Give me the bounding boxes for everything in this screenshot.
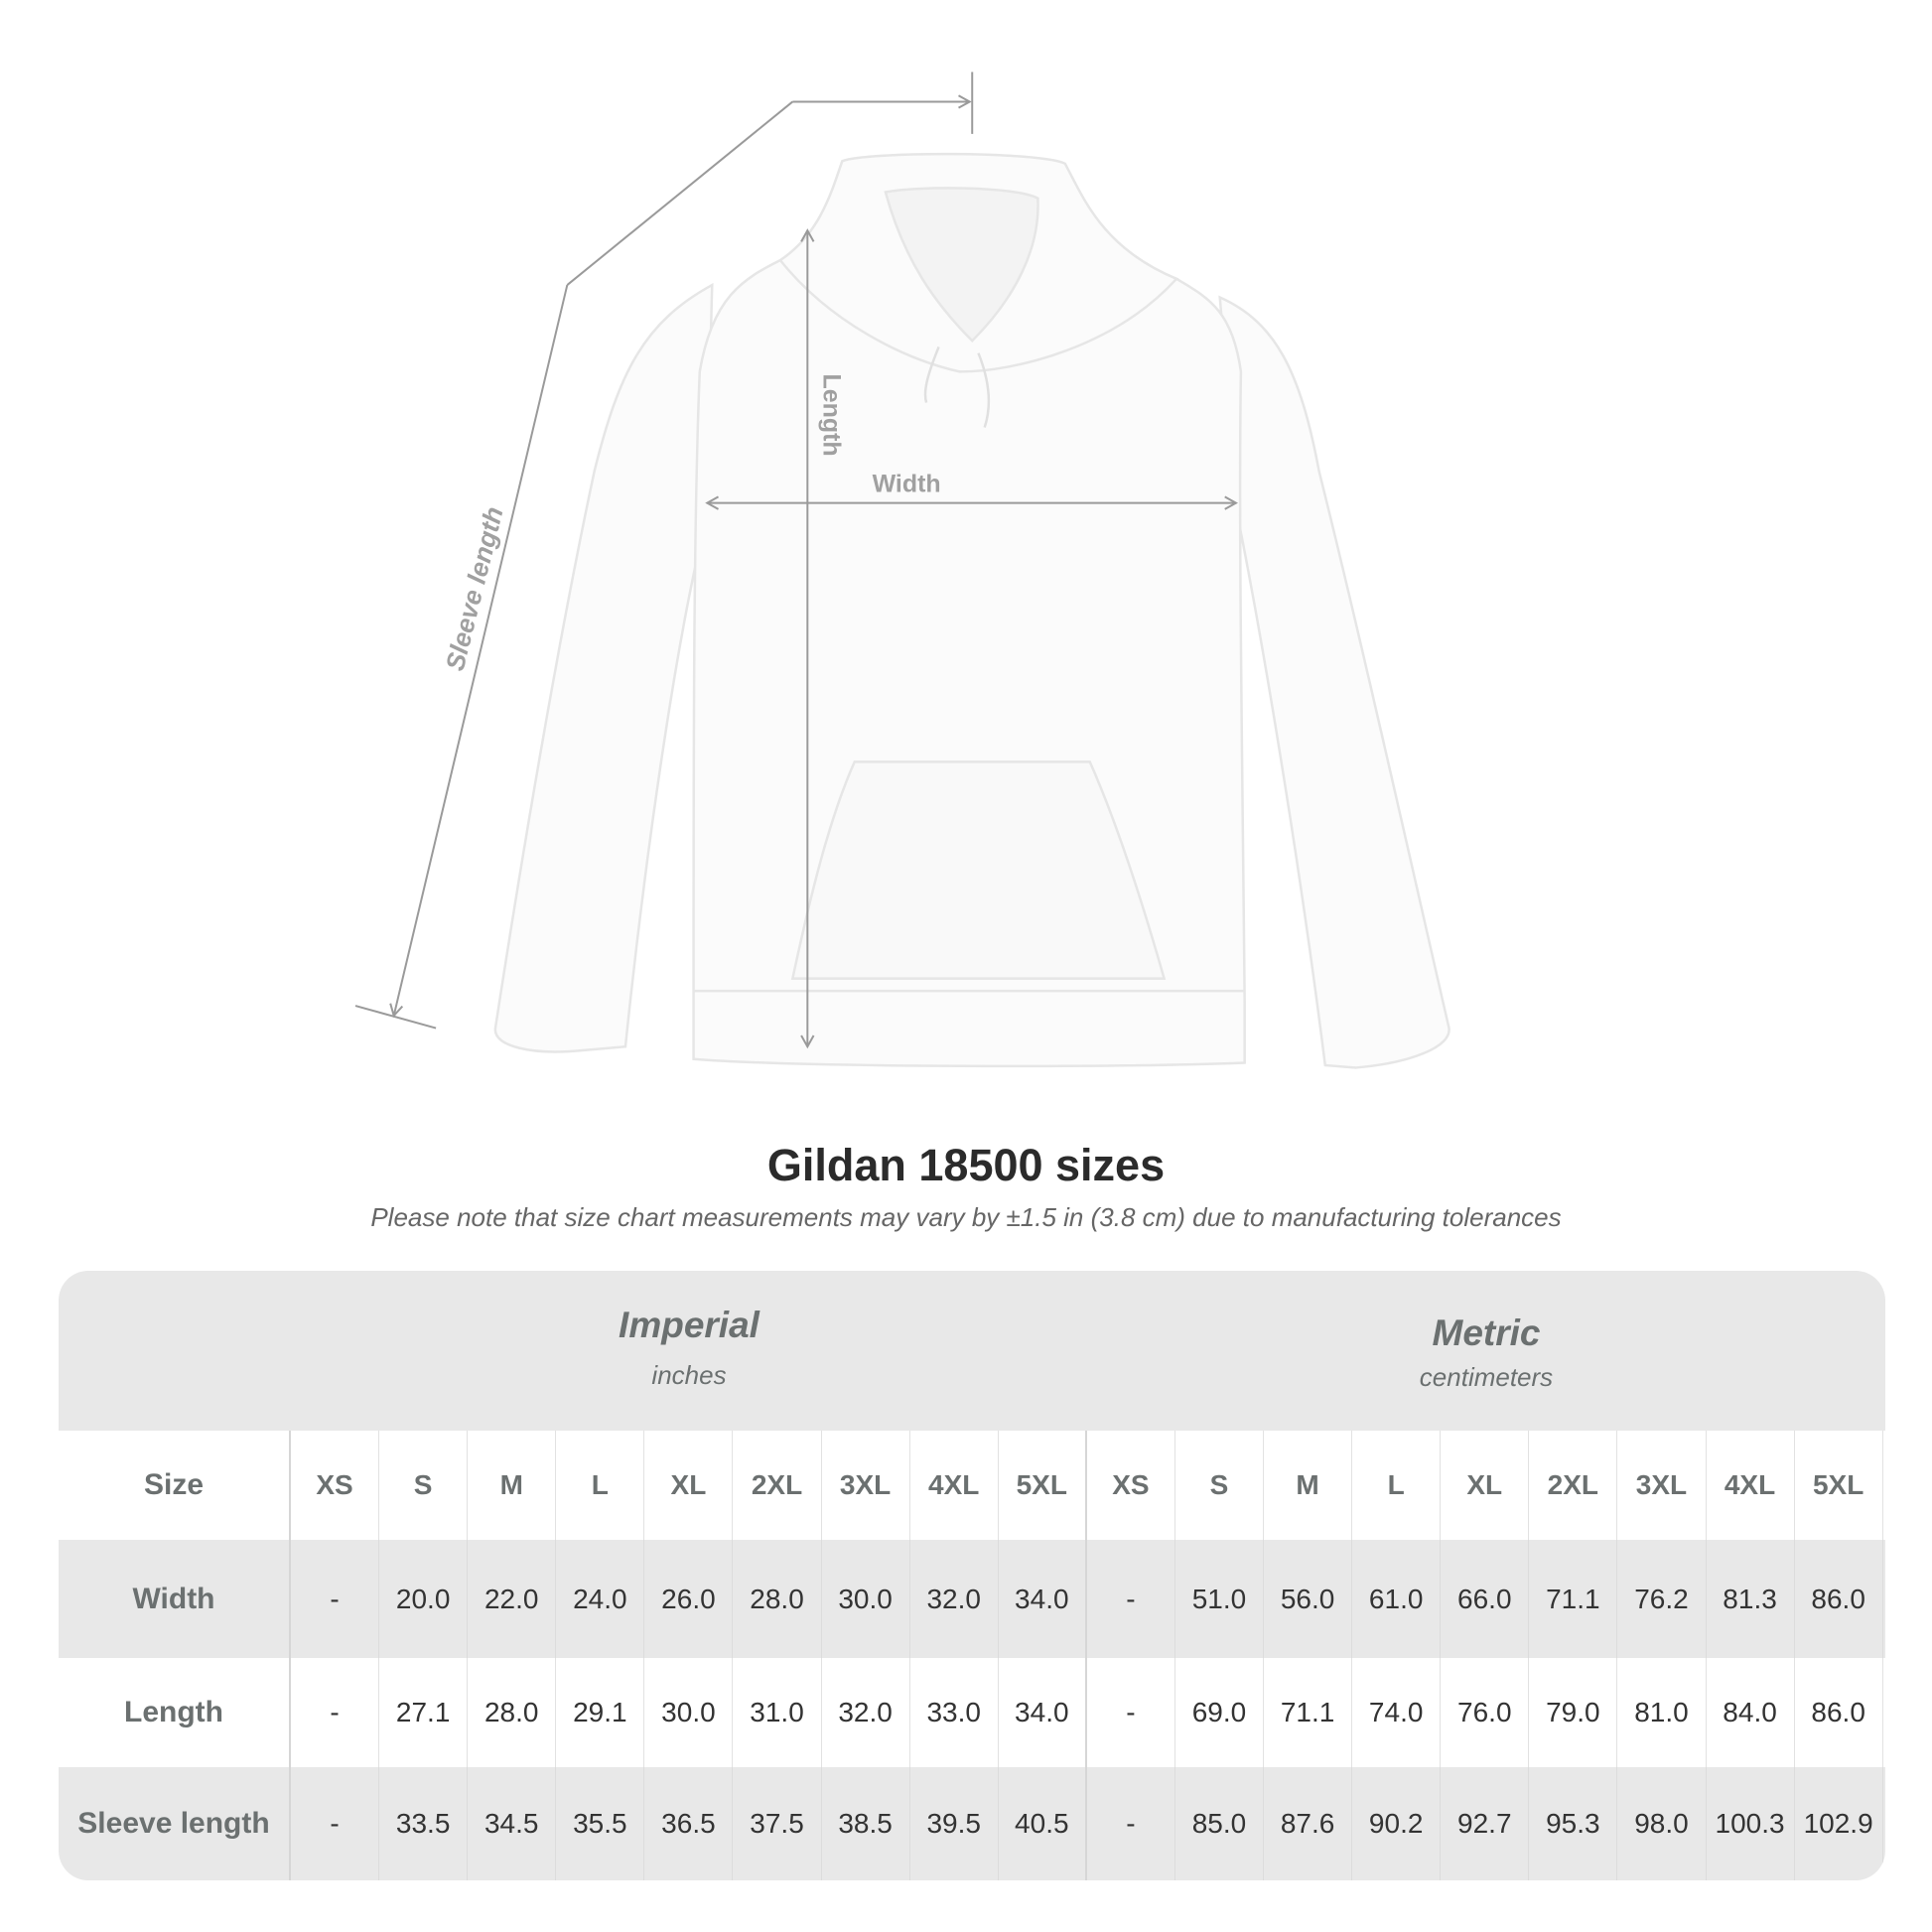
metric-value-cell: 74.0 [1352, 1658, 1442, 1767]
metric-value-cell: 81.3 [1707, 1540, 1795, 1658]
metric-value-cell: 61.0 [1352, 1540, 1442, 1658]
metric-size-4xl: 4XL [1707, 1431, 1795, 1540]
imperial-size-2xl: 2XL [733, 1431, 822, 1540]
row-label: Length [59, 1658, 291, 1767]
imperial-size-l: L [556, 1431, 645, 1540]
metric-size-5xl: 5XL [1795, 1431, 1883, 1540]
page-title: Gildan 18500 sizes [766, 1140, 1166, 1190]
hoodie-image [493, 152, 1450, 1069]
imperial-value-cell: 39.5 [910, 1767, 999, 1880]
metric-unit: centimeters [1419, 1362, 1554, 1392]
metric-value-cell: 51.0 [1175, 1540, 1265, 1658]
metric-value-cell: 87.6 [1264, 1767, 1353, 1880]
imperial-value-cell: 33.5 [379, 1767, 469, 1880]
imperial-size-4xl: 4XL [910, 1431, 999, 1540]
imperial-value-cell: 27.1 [379, 1658, 469, 1767]
metric-value-cell: 71.1 [1264, 1658, 1353, 1767]
row-label: Width [59, 1540, 291, 1658]
imperial-size-xl: XL [644, 1431, 734, 1540]
metric-value-cell: 56.0 [1264, 1540, 1353, 1658]
metric-size-l: L [1352, 1431, 1442, 1540]
hoodie-illustration: Sleeve length Length Width [354, 71, 1450, 1069]
imperial-value-cell: 20.0 [379, 1540, 469, 1658]
imperial-value-cell: 30.0 [822, 1540, 910, 1658]
imperial-value-cell: 37.5 [733, 1767, 822, 1880]
width-label: Width [873, 470, 941, 497]
metric-value-cell: 85.0 [1175, 1767, 1265, 1880]
metric-size-s: S [1175, 1431, 1265, 1540]
metric-value-cell: 84.0 [1707, 1658, 1795, 1767]
imperial-value-cell: 34.0 [999, 1540, 1087, 1658]
imperial-size-m: M [468, 1431, 557, 1540]
metric-size-xl: XL [1441, 1431, 1530, 1540]
metric-size-2xl: 2XL [1529, 1431, 1618, 1540]
imperial-value-cell: - [291, 1658, 380, 1767]
imperial-size-5xl: 5XL [999, 1431, 1087, 1540]
imperial-value-cell: 34.0 [999, 1658, 1087, 1767]
imperial-value-cell: 34.5 [468, 1767, 557, 1880]
metric-value-cell: - [1087, 1767, 1175, 1880]
imperial-value-cell: 29.1 [556, 1658, 645, 1767]
imperial-title: Imperial [619, 1305, 759, 1345]
imperial-value-cell: 28.0 [733, 1540, 822, 1658]
metric-header: Metric centimeters [1087, 1312, 1885, 1393]
metric-value-cell: 95.3 [1529, 1767, 1618, 1880]
metric-value-cell: 86.0 [1795, 1540, 1883, 1658]
metric-value-cell: 86.0 [1795, 1658, 1883, 1767]
metric-value-cell: 76.0 [1441, 1658, 1530, 1767]
imperial-value-cell: 40.5 [999, 1767, 1087, 1880]
metric-value-cell: 71.1 [1529, 1540, 1618, 1658]
table-row: Sleeve length -33.5 34.5 35.5 36.5 37.5 38.5 39… [59, 1767, 1885, 1880]
metric-size-xs: XS [1087, 1431, 1175, 1540]
imperial-value-cell: 31.0 [733, 1658, 822, 1767]
imperial-value-cell: 32.0 [822, 1658, 910, 1767]
imperial-value-cell: 38.5 [822, 1767, 910, 1880]
imperial-value-cell: 35.5 [556, 1767, 645, 1880]
imperial-value-cell: 33.0 [910, 1658, 999, 1767]
metric-value-cell: 66.0 [1441, 1540, 1530, 1658]
metric-value-cell: - [1087, 1540, 1175, 1658]
imperial-value-cell: 22.0 [468, 1540, 557, 1658]
metric-value-cell: 81.0 [1617, 1658, 1707, 1767]
metric-value-cell: 100.3 [1707, 1767, 1795, 1880]
metric-value-cell: 69.0 [1175, 1658, 1265, 1767]
imperial-size-3xl: 3XL [822, 1431, 910, 1540]
sleeve-length-label: Sleeve length [440, 503, 509, 673]
row-label: Sleeve length [59, 1767, 291, 1880]
metric-size-m: M [1264, 1431, 1353, 1540]
metric-value-cell: 76.2 [1617, 1540, 1707, 1658]
metric-value-cell: 102.9 [1795, 1767, 1883, 1880]
imperial-value-cell: - [291, 1540, 380, 1658]
length-label: Length [818, 373, 846, 456]
metric-size-3xl: 3XL [1617, 1431, 1707, 1540]
imperial-value-cell: 30.0 [644, 1658, 734, 1767]
imperial-value-cell: 24.0 [556, 1540, 645, 1658]
table-row: Width -20.0 22.0 24.0 26.0 28.0 30.0 32.0 34.0-5… [59, 1540, 1885, 1658]
table-row: Length -27.1 28.0 29.1 30.0 31.0 32.0 33.0 34.0-… [59, 1658, 1885, 1767]
imperial-value-cell: 26.0 [644, 1540, 734, 1658]
imperial-value-cell: 32.0 [910, 1540, 999, 1658]
size-header-row: Size XS S M L XL 2XL 3XL 4XL 5XL XS S M L XL 2XL 3XL 4XL 5… [59, 1431, 1885, 1540]
metric-value-cell: 92.7 [1441, 1767, 1530, 1880]
tolerance-note: Please note that size chart measurements… [370, 1202, 1562, 1232]
metric-value-cell: 98.0 [1617, 1767, 1707, 1880]
imperial-value-cell: 36.5 [644, 1767, 734, 1880]
metric-title: Metric [1432, 1312, 1541, 1353]
imperial-unit: inches [651, 1360, 727, 1390]
imperial-value-cell: - [291, 1767, 380, 1880]
imperial-size-xs: XS [291, 1431, 380, 1540]
metric-value-cell: 79.0 [1529, 1658, 1618, 1767]
measurement-lines [354, 71, 1238, 1049]
metric-value-cell: - [1087, 1658, 1175, 1767]
metric-value-cell: 90.2 [1352, 1767, 1442, 1880]
imperial-size-s: S [379, 1431, 469, 1540]
size-table: Imperial inches Metric centimeters Size X… [59, 1271, 1885, 1880]
row-label: Size [59, 1431, 291, 1540]
imperial-header: Imperial inches [291, 1305, 1087, 1391]
imperial-value-cell: 28.0 [468, 1658, 557, 1767]
